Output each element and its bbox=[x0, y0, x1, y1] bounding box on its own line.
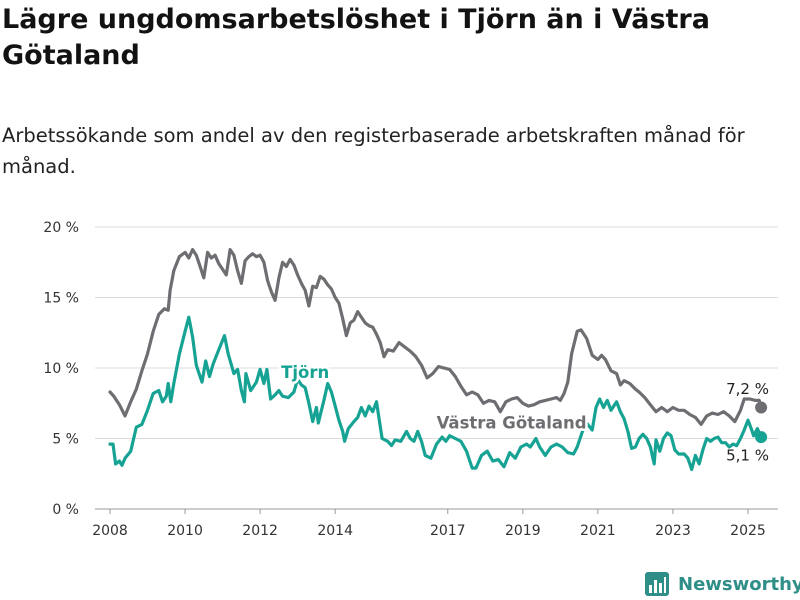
label-layer: Västra Götaland Tjörn 7,2 % 5,1 % bbox=[279, 360, 769, 464]
x-tick-label: 2010 bbox=[167, 523, 203, 539]
x-tick-label: 2014 bbox=[317, 523, 353, 539]
x-tick-label: 2023 bbox=[655, 523, 691, 539]
x-tick-label: 2008 bbox=[92, 523, 128, 539]
end-label-vastra-gotaland: 7,2 % bbox=[726, 380, 769, 398]
x-axis: 2008 2010 2012 2014 2017 2019 2021 2023 2025 bbox=[92, 509, 766, 539]
chart-subtitle: Arbetssökande som andel av den registerb… bbox=[2, 124, 745, 178]
series-line-1 bbox=[108, 315, 763, 472]
y-tick-label: 0 % bbox=[52, 502, 79, 518]
y-tick-label: 15 % bbox=[43, 291, 79, 307]
chart-title: Lägre ungdomsarbetslöshet i Tjörn än i V… bbox=[2, 4, 710, 71]
x-tick-label: 2017 bbox=[430, 523, 466, 539]
series-line-0 bbox=[108, 248, 763, 426]
x-tick-label: 2019 bbox=[505, 523, 541, 539]
x-tick-label: 2021 bbox=[580, 523, 616, 539]
series-label-tjorn: Tjörn bbox=[281, 363, 329, 382]
y-tick-label: 5 % bbox=[52, 432, 79, 448]
x-tick-label: 2025 bbox=[730, 523, 766, 539]
newsworthy-logo-text: Newsworthy bbox=[678, 573, 800, 595]
end-label-tjorn: 5,1 % bbox=[726, 446, 769, 464]
series-end-point-0 bbox=[755, 401, 768, 414]
y-axis: 0 % 5 % 10 % 15 % 20 % bbox=[43, 220, 79, 518]
x-tick-label: 2012 bbox=[242, 523, 278, 539]
newsworthy-logo: Newsworthy bbox=[644, 570, 800, 598]
series-label-vastra-gotaland: Västra Götaland bbox=[437, 414, 587, 433]
y-tick-label: 20 % bbox=[43, 220, 79, 236]
series-end-point-1 bbox=[755, 431, 768, 444]
series-layer bbox=[108, 248, 768, 472]
y-tick-label: 10 % bbox=[43, 361, 79, 377]
newsworthy-logo-icon bbox=[645, 572, 669, 596]
